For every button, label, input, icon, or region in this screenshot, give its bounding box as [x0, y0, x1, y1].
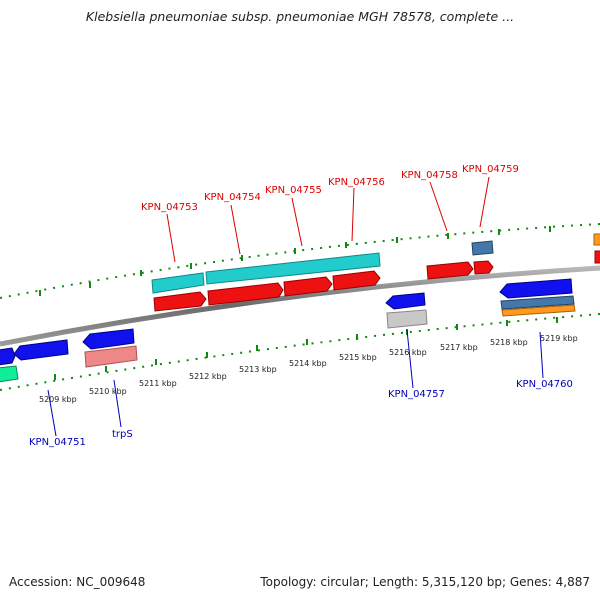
scale-label: 5214 kbp — [289, 359, 327, 368]
gene-feature-blue[interactable] — [0, 347, 16, 366]
gene-feature-blue[interactable] — [499, 278, 573, 299]
gene-feature-cyan[interactable] — [151, 272, 205, 294]
leader-line — [539, 331, 544, 379]
leader-line — [47, 389, 57, 437]
label-leaders — [47, 176, 544, 437]
outer-ruler — [0, 223, 600, 299]
gene-feature-red[interactable] — [473, 260, 494, 275]
scale-label: 5210 kbp — [89, 387, 127, 396]
leader-line — [406, 329, 414, 389]
gene-feature-green[interactable] — [0, 365, 19, 383]
gene-label-kpn-04758[interactable]: KPN_04758 — [401, 170, 458, 181]
leader-line — [351, 187, 355, 242]
gene-feature-orange[interactable] — [593, 233, 600, 246]
gene-feature-red[interactable] — [283, 276, 333, 297]
scale-label: 5213 kbp — [239, 365, 277, 374]
leader-line — [166, 213, 176, 263]
gene-feature-blue[interactable] — [82, 328, 135, 350]
gene-label-kpn-04760[interactable]: KPN_04760 — [516, 379, 573, 390]
scale-label: 5219 kbp — [540, 334, 578, 343]
scale-label: 5215 kbp — [339, 353, 377, 362]
scale-label: 5218 kbp — [490, 338, 528, 347]
gene-label-kpn-04754[interactable]: KPN_04754 — [204, 192, 261, 203]
scale-label: 5216 kbp — [389, 348, 427, 357]
gene-feature-steel[interactable] — [500, 295, 575, 310]
lower-gene-track — [0, 278, 576, 383]
gene-feature-red[interactable] — [426, 261, 474, 280]
gene-feature-steel[interactable] — [471, 240, 494, 256]
leader-line — [113, 379, 122, 428]
gene-feature-cyan[interactable] — [205, 252, 381, 285]
gene-labels: KPN_04753 KPN_04754 KPN_04755 KPN_04756 … — [29, 164, 573, 448]
gene-label-kpn-04757[interactable]: KPN_04757 — [388, 389, 445, 400]
gene-feature-gray[interactable] — [386, 309, 428, 329]
scale-labels: 5209 kbp 5210 kbp 5211 kbp 5212 kbp 5213… — [39, 334, 578, 404]
leader-line — [429, 181, 448, 232]
leader-line — [230, 204, 241, 255]
genome-backbone — [0, 265, 600, 347]
inner-ruler — [0, 313, 600, 391]
gene-feature-blue[interactable] — [385, 292, 426, 310]
gene-feature-red[interactable] — [153, 291, 207, 312]
gene-feature-red[interactable] — [207, 282, 284, 306]
gene-label-kpn-04753[interactable]: KPN_04753 — [141, 202, 198, 213]
scale-label: 5211 kbp — [139, 379, 177, 388]
gene-feature-orange[interactable] — [501, 304, 576, 317]
scale-label: 5212 kbp — [189, 372, 227, 381]
gene-feature-red[interactable] — [594, 250, 600, 264]
gene-feature-blue[interactable] — [13, 339, 69, 361]
gene-label-kpn-04756[interactable]: KPN_04756 — [328, 177, 385, 188]
gene-feature-pink[interactable] — [84, 345, 138, 368]
leader-line — [291, 197, 303, 247]
upper-gene-track — [151, 233, 600, 312]
gene-feature-red[interactable] — [332, 270, 381, 291]
map-title: Klebsiella pneumoniae subsp. pneumoniae … — [85, 9, 515, 24]
gene-label-kpn-04755[interactable]: KPN_04755 — [265, 185, 322, 196]
gene-label-trps[interactable]: trpS — [112, 429, 133, 440]
genome-stats-text: Topology: circular; Length: 5,315,120 bp… — [260, 575, 590, 589]
scale-label: 5209 kbp — [39, 395, 77, 404]
gene-label-kpn-04751[interactable]: KPN_04751 — [29, 437, 86, 448]
leader-line — [479, 176, 490, 228]
accession-text: Accession: NC_009648 — [9, 575, 146, 589]
scale-label: 5217 kbp — [440, 343, 478, 352]
gene-label-kpn-04759[interactable]: KPN_04759 — [462, 164, 519, 175]
